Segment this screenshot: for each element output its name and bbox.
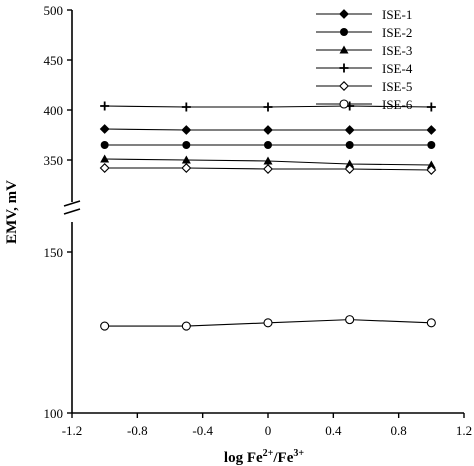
axis-break-mark-top [63, 200, 81, 207]
y-tick-label: 400 [44, 103, 64, 118]
series-ise-4 [100, 101, 436, 112]
legend-entry: ISE-2 [316, 25, 412, 40]
x-axis-title: log Fe2+/Fe3+ [224, 448, 304, 466]
legend-label: ISE-5 [382, 79, 412, 94]
x-tick-label: 0 [265, 423, 272, 438]
point-marker [182, 141, 191, 149]
point-marker [339, 81, 349, 91]
point-marker [100, 154, 110, 163]
point-marker [345, 159, 355, 168]
series-ise-1 [99, 124, 437, 135]
point-marker [344, 164, 355, 174]
legend-entry: ISE-4 [316, 61, 413, 76]
x-axis-title-sup2: 3+ [293, 448, 304, 459]
point-marker [263, 164, 273, 174]
legend: ISE-1 ISE-2 ISE-3 ISE-4 ISE-5 ISE-6 [316, 7, 413, 112]
series-group [99, 101, 437, 331]
point-marker [339, 9, 349, 19]
y-tick-label: 500 [44, 3, 64, 18]
series-ise-3 [100, 154, 436, 169]
series-ise-6 [100, 315, 436, 331]
point-marker [181, 102, 191, 112]
point-marker [263, 125, 273, 135]
legend-label: ISE-1 [382, 7, 412, 22]
y-axis-title: EMV, mV [4, 180, 20, 244]
point-marker [181, 155, 191, 164]
point-marker [100, 101, 110, 111]
legend-label: ISE-3 [382, 43, 412, 58]
y-tick-label: 100 [44, 406, 64, 421]
point-marker [263, 102, 273, 112]
point-marker [339, 45, 349, 54]
point-marker [426, 160, 436, 169]
legend-entry: ISE-1 [316, 7, 412, 22]
x-tick-label: 1.2 [456, 423, 472, 438]
legend-label: ISE-4 [382, 61, 413, 76]
point-marker [426, 318, 436, 328]
point-marker [181, 163, 192, 173]
point-marker [339, 63, 349, 73]
y-tick-label: 150 [44, 245, 64, 260]
point-marker [345, 141, 354, 149]
point-marker [263, 156, 273, 165]
x-tick-label: -0.4 [192, 423, 213, 438]
point-marker [99, 163, 110, 173]
point-marker [263, 318, 273, 328]
x-axis-title-base: log Fe [224, 450, 263, 466]
legend-label: ISE-6 [382, 97, 413, 112]
point-marker [264, 141, 272, 149]
point-marker [100, 321, 110, 331]
legend-entry: ISE-5 [316, 79, 412, 94]
x-tick-label: -1.2 [62, 423, 83, 438]
point-marker [345, 315, 355, 325]
x-axis-title-sup1: 2+ [263, 448, 274, 459]
axis-break-mark-bottom [63, 208, 81, 215]
point-marker [426, 102, 436, 112]
y-tick-label: 450 [44, 53, 64, 68]
point-marker [340, 28, 348, 36]
point-marker [181, 321, 191, 331]
x-axis-title-mid: /Fe [272, 450, 293, 466]
point-marker [426, 165, 437, 175]
ticks: 350 400 450 500 100 150 -1.2 -0.8 -0.4 0 0.4 0.8 1.2 [44, 3, 473, 438]
legend-label: ISE-2 [382, 25, 412, 40]
x-tick-label: 0.8 [391, 423, 407, 438]
x-tick-label: -0.8 [127, 423, 148, 438]
legend-entry: ISE-3 [316, 43, 412, 58]
x-tick-label: 0.4 [325, 423, 342, 438]
point-marker [100, 141, 109, 149]
legend-entry: ISE-6 [316, 97, 413, 112]
y-tick-label: 350 [44, 153, 64, 168]
point-marker [344, 125, 355, 135]
point-marker [99, 124, 110, 134]
point-marker [181, 125, 192, 135]
series-ise-2 [100, 141, 436, 149]
point-marker [427, 141, 436, 149]
series-ise-5 [99, 163, 437, 175]
point-marker [339, 99, 349, 109]
point-marker [426, 125, 437, 135]
